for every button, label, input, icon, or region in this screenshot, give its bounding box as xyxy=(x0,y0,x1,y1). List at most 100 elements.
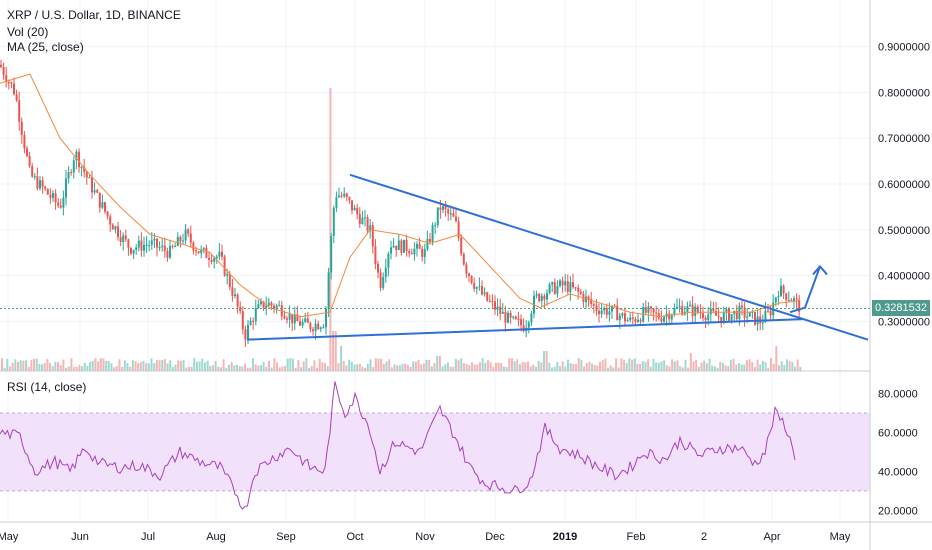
candle-body xyxy=(663,317,665,322)
symbol-title[interactable]: XRP / U.S. Dollar, 1D, BINANCE xyxy=(7,8,181,22)
candle-body xyxy=(436,207,439,225)
rsi-legend[interactable]: RSI (14, close) xyxy=(7,380,87,394)
volume-bar xyxy=(655,362,658,371)
volume-bar xyxy=(601,360,604,371)
candle-body xyxy=(130,247,132,254)
volume-bar xyxy=(155,360,158,371)
candle-body xyxy=(184,229,187,241)
rsi-axis[interactable]: 20.0000 40.0000 60.0000 80.0000 xyxy=(878,389,918,518)
candle-body xyxy=(169,245,171,258)
candle-body xyxy=(33,176,36,178)
candle-body xyxy=(153,238,156,241)
volume-bar xyxy=(569,363,572,371)
volume-bar xyxy=(126,363,129,371)
candle-body xyxy=(28,155,31,166)
candle-body xyxy=(473,282,476,289)
candle-body xyxy=(793,298,795,301)
volume-bar xyxy=(305,358,308,371)
candle-body xyxy=(499,306,502,314)
volume-bar xyxy=(209,366,212,371)
volume-bar xyxy=(449,366,452,371)
volume-bar xyxy=(57,362,60,371)
price-axis[interactable]: 0.3000000 0.4000000 0.5000000 0.6000000 0.70… xyxy=(878,42,930,329)
volume-bar xyxy=(679,366,682,371)
volume-bar xyxy=(489,362,492,371)
volume-bar xyxy=(62,359,65,371)
volume-bar xyxy=(214,361,217,371)
volume-legend[interactable]: Vol (20) xyxy=(7,25,49,39)
candle-body xyxy=(119,236,122,242)
candle-body xyxy=(254,307,257,322)
candle-body xyxy=(104,202,106,212)
volume-bar xyxy=(433,363,436,371)
candle-body xyxy=(517,319,520,321)
candle-body xyxy=(566,281,569,292)
volume-bar xyxy=(161,360,164,371)
volume-bar xyxy=(617,367,620,371)
volume-bar xyxy=(583,366,586,371)
volume-bar xyxy=(51,366,54,371)
trendlines xyxy=(246,173,869,341)
volume-bar xyxy=(703,360,706,371)
candle-body xyxy=(780,285,782,297)
volume-bar xyxy=(660,361,663,371)
candle-body xyxy=(608,311,611,315)
volume-bar xyxy=(11,362,14,371)
candle-body xyxy=(600,310,603,315)
candle-body xyxy=(215,256,218,259)
volume-bar xyxy=(478,362,481,371)
time-axis[interactable]: May Jun Jul Aug Sep Oct Nov Dec 2019 Feb 2 Apr May xyxy=(0,531,851,543)
candle-body xyxy=(390,247,392,254)
candle-body xyxy=(689,304,691,307)
candle-body xyxy=(382,277,385,288)
candle-body xyxy=(244,329,247,340)
candle-body xyxy=(260,301,262,305)
volume-bar xyxy=(727,365,730,371)
candle-body xyxy=(18,100,21,122)
candle-body xyxy=(553,282,556,294)
candle-body xyxy=(559,280,561,286)
candle-body xyxy=(75,151,78,161)
volume-bar xyxy=(580,359,583,371)
candle-body xyxy=(39,180,41,189)
volume-bar xyxy=(278,367,281,371)
candle-body xyxy=(171,245,174,248)
volume-bar xyxy=(692,361,695,371)
candle-body xyxy=(208,257,210,260)
candle-body xyxy=(46,188,49,195)
volume-bar xyxy=(510,358,513,371)
trendline xyxy=(349,173,869,341)
volume-bar xyxy=(452,366,455,371)
volume-bar xyxy=(129,366,132,371)
ma-legend[interactable]: MA (25, close) xyxy=(7,40,84,54)
volume-bar xyxy=(396,365,399,371)
volume-bar xyxy=(540,362,543,371)
candle-body xyxy=(369,225,372,231)
volume-bar xyxy=(198,361,201,371)
candle-body xyxy=(405,239,408,252)
candle-body xyxy=(145,244,148,246)
volume-bar xyxy=(385,361,388,371)
candle-body xyxy=(434,224,437,226)
candle-body xyxy=(122,235,125,242)
candle-body xyxy=(395,245,398,250)
candle-body xyxy=(561,280,564,286)
candle-body xyxy=(210,259,213,262)
last-price-tag: 0.3281532 xyxy=(872,300,930,317)
volume-bar xyxy=(102,358,105,371)
volume-bar xyxy=(46,359,49,371)
volume-bar xyxy=(230,362,233,371)
volume-bar xyxy=(457,360,460,371)
volume-bar xyxy=(772,363,775,371)
volume-bar xyxy=(556,361,559,371)
candle-body xyxy=(7,82,10,84)
candle-body xyxy=(767,310,769,312)
volume-bar xyxy=(695,360,698,371)
volume-bar xyxy=(78,364,81,371)
candle-body xyxy=(226,273,229,276)
volume-bar xyxy=(788,360,791,371)
volume-bar xyxy=(700,362,703,371)
volume-bar xyxy=(740,364,743,371)
volume-bar xyxy=(454,358,457,371)
